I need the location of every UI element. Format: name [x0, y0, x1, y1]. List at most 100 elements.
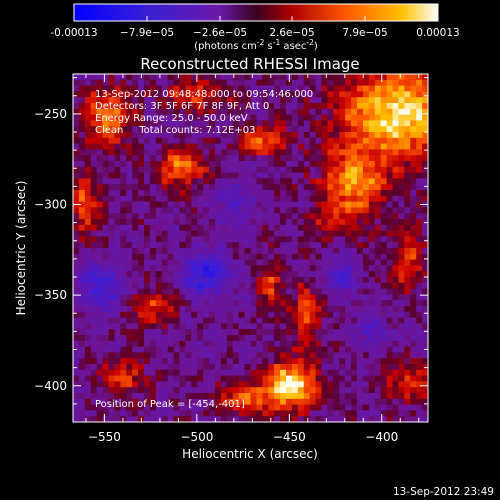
heatmap-cell	[339, 184, 346, 191]
heatmap-cell	[84, 91, 92, 98]
heatmap-cell	[297, 398, 305, 406]
heatmap-cell	[274, 358, 281, 365]
heatmap-cell	[303, 137, 311, 145]
heatmap-cell	[96, 213, 104, 220]
heatmap-cell	[191, 393, 198, 400]
heatmap-cell	[191, 306, 198, 313]
heatmap-cell	[84, 85, 92, 92]
heatmap-cell	[297, 103, 305, 110]
heatmap-cell	[78, 166, 86, 174]
heatmap-cell	[374, 213, 382, 220]
heatmap-cell	[256, 398, 263, 406]
heatmap-cell	[144, 91, 151, 98]
heatmap-cell	[256, 410, 263, 417]
heatmap-cell	[362, 306, 370, 313]
heatmap-cell	[238, 277, 246, 284]
heatmap-cell	[149, 404, 157, 411]
heatmap-cell	[327, 132, 334, 139]
heatmap-cell	[268, 201, 275, 208]
heatmap-cell	[374, 340, 382, 348]
heatmap-cell	[398, 230, 405, 237]
heatmap-cell	[280, 346, 287, 353]
heatmap-cell	[368, 398, 376, 406]
heatmap-cell	[132, 108, 139, 116]
heatmap-cell	[345, 137, 352, 145]
heatmap-cell	[108, 155, 116, 162]
heatmap-cell	[120, 103, 127, 110]
heatmap-cell	[410, 230, 417, 237]
heatmap-cell	[309, 375, 317, 382]
heatmap-cell	[416, 393, 423, 400]
heatmap-cell	[102, 311, 110, 319]
heatmap-cell	[333, 346, 340, 353]
heatmap-cell	[191, 358, 198, 365]
heatmap-cell	[404, 335, 411, 342]
heatmap-cell	[321, 172, 329, 179]
heatmap-cell	[351, 213, 358, 220]
heatmap-cell	[226, 213, 234, 220]
heatmap-cell	[191, 155, 198, 162]
heatmap-cell	[315, 132, 323, 139]
heatmap-cell	[132, 213, 139, 220]
heatmap-cell	[262, 74, 269, 81]
heatmap-cell	[244, 288, 252, 295]
heatmap-cell	[138, 201, 145, 208]
heatmap-cell	[126, 184, 133, 191]
heatmap-cell	[422, 190, 428, 197]
heatmap-cell	[303, 369, 311, 377]
heatmap-cell	[345, 248, 352, 255]
heatmap-cell	[78, 91, 86, 98]
heatmap-cell	[362, 271, 370, 278]
heatmap-cell	[333, 236, 340, 243]
heatmap-cell	[404, 398, 411, 406]
heatmap-cell	[291, 358, 299, 365]
heatmap-cell	[126, 219, 133, 226]
heatmap-cell	[244, 219, 252, 226]
heatmap-cell	[416, 219, 423, 226]
heatmap-cell	[102, 340, 110, 348]
heatmap-cell	[392, 242, 400, 249]
heatmap-cell	[114, 271, 121, 278]
heatmap-cell	[220, 311, 228, 319]
heatmap-cell	[351, 91, 358, 98]
heatmap-cell	[380, 91, 388, 98]
heatmap-cell	[315, 161, 323, 168]
heatmap-cell	[238, 126, 246, 133]
heatmap-cell	[416, 288, 423, 295]
heatmap-cell	[161, 416, 169, 422]
heatmap-cell	[291, 172, 299, 179]
heatmap-cell	[357, 178, 364, 185]
heatmap-cell	[226, 288, 234, 295]
heatmap-cell	[368, 393, 376, 400]
heatmap-cell	[327, 346, 334, 353]
heatmap-cell	[167, 120, 175, 127]
heatmap-cell	[167, 178, 175, 185]
heatmap-cell	[108, 195, 116, 203]
heatmap-cell	[232, 271, 240, 278]
heatmap-cell	[73, 300, 80, 307]
heatmap-cell	[96, 108, 104, 116]
heatmap-cell	[138, 346, 145, 353]
heatmap-cell	[297, 317, 305, 324]
heatmap-cell	[155, 184, 163, 191]
heatmap-cell	[374, 253, 382, 261]
heatmap-cell	[357, 259, 364, 266]
heatmap-cell	[144, 172, 151, 179]
heatmap-cell	[161, 91, 169, 98]
heatmap-cell	[102, 166, 110, 174]
heatmap-cell	[114, 265, 121, 272]
heatmap-cell	[327, 358, 334, 365]
heatmap-cell	[303, 172, 311, 179]
heatmap-cell	[362, 369, 370, 377]
heatmap-cell	[197, 137, 204, 145]
heatmap-cell	[333, 271, 340, 278]
heatmap-cell	[84, 387, 92, 394]
heatmap-cell	[315, 393, 323, 400]
heatmap-cell	[416, 242, 423, 249]
heatmap-cell	[410, 248, 417, 255]
heatmap-cell	[291, 387, 299, 394]
heatmap-cell	[132, 166, 139, 174]
heatmap-cell	[78, 108, 86, 116]
heatmap-cell	[398, 375, 405, 382]
heatmap-cell	[291, 294, 299, 301]
